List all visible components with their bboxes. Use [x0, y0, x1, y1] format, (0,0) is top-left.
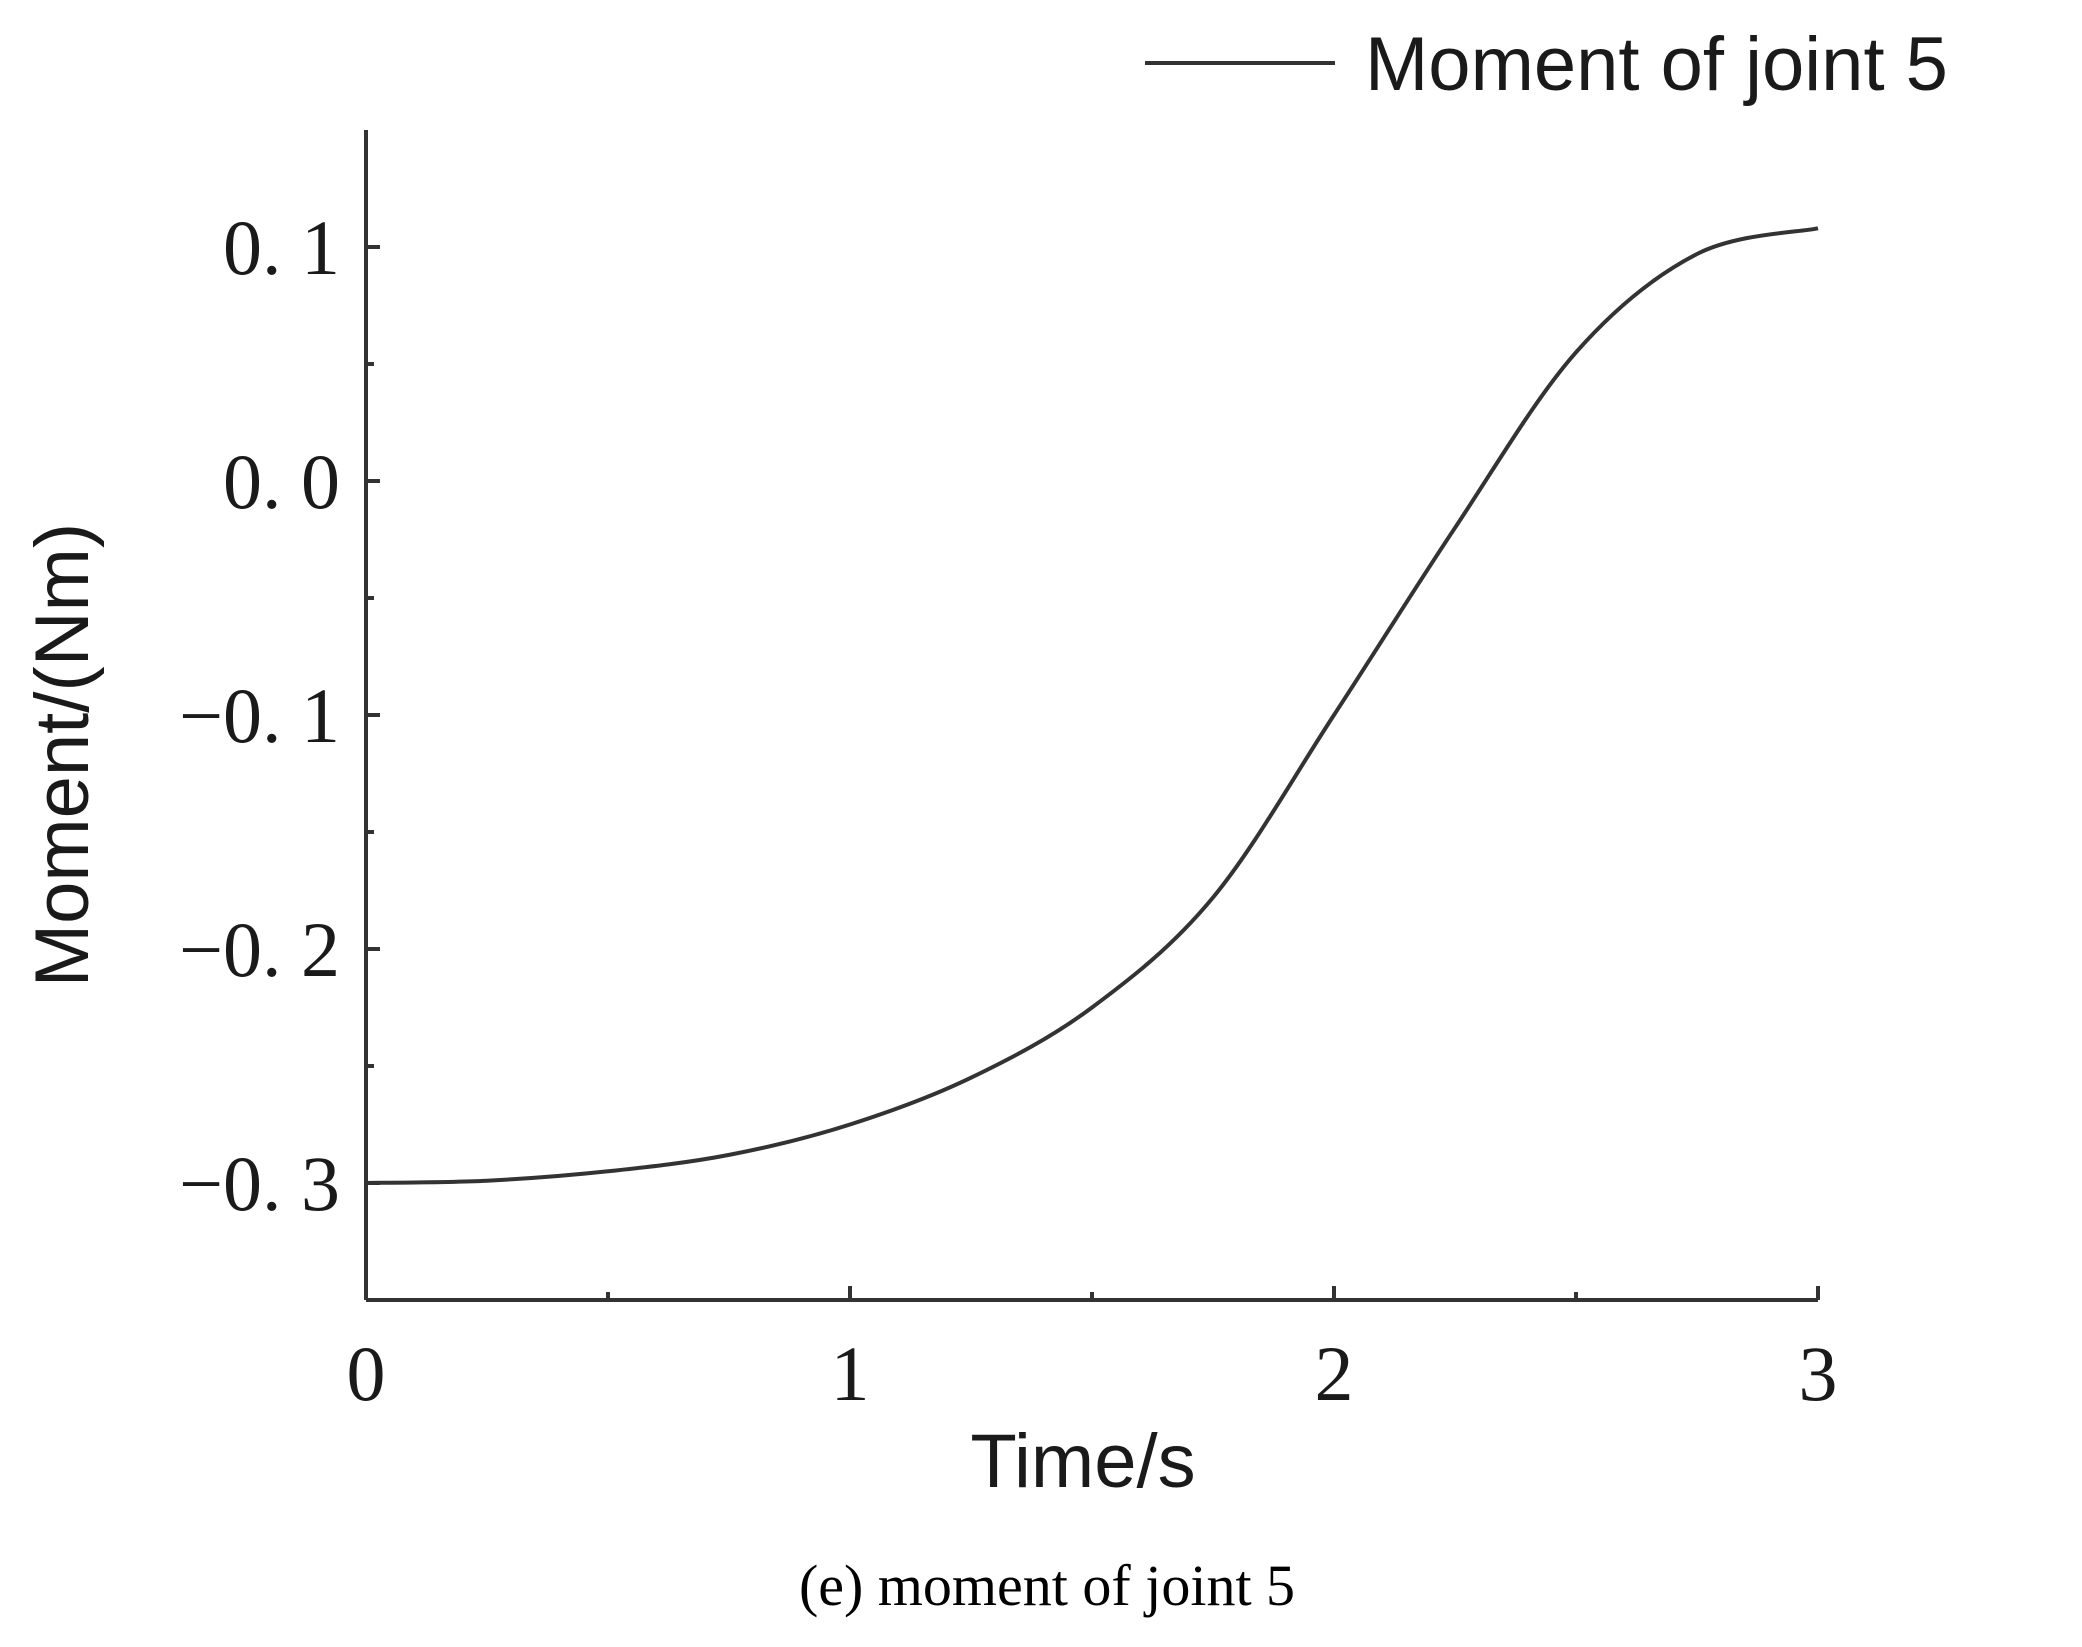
x-tick-label: 3 [1799, 1330, 1838, 1417]
y-tick-label: −0. 2 [179, 906, 340, 993]
x-axis-label: Time/s [970, 1419, 1195, 1504]
series-line-moment-joint-5 [365, 226, 1819, 1185]
y-tick-label: 0. 1 [223, 204, 340, 291]
x-tick-label: 2 [1315, 1330, 1354, 1417]
legend: Moment of joint 5 [1145, 22, 1948, 107]
plot-area [364, 130, 1818, 1302]
y-axis-label: Moment/(Nm) [20, 523, 105, 987]
y-axis-ticks: −0. 3 −0. 2 −0. 1 0. 0 0. 1 [179, 204, 380, 1227]
x-tick-label: 1 [831, 1330, 870, 1417]
y-tick-label: −0. 1 [179, 672, 340, 759]
x-axis-ticks: 0 1 2 3 [347, 1286, 1838, 1417]
x-tick-label: 0 [347, 1330, 386, 1417]
y-tick-label: −0. 3 [179, 1140, 340, 1227]
legend-label: Moment of joint 5 [1365, 22, 1948, 107]
y-tick-label: 0. 0 [223, 438, 340, 525]
series-layer [365, 226, 1819, 1185]
figure-caption: (e) moment of joint 5 [799, 1553, 1295, 1618]
